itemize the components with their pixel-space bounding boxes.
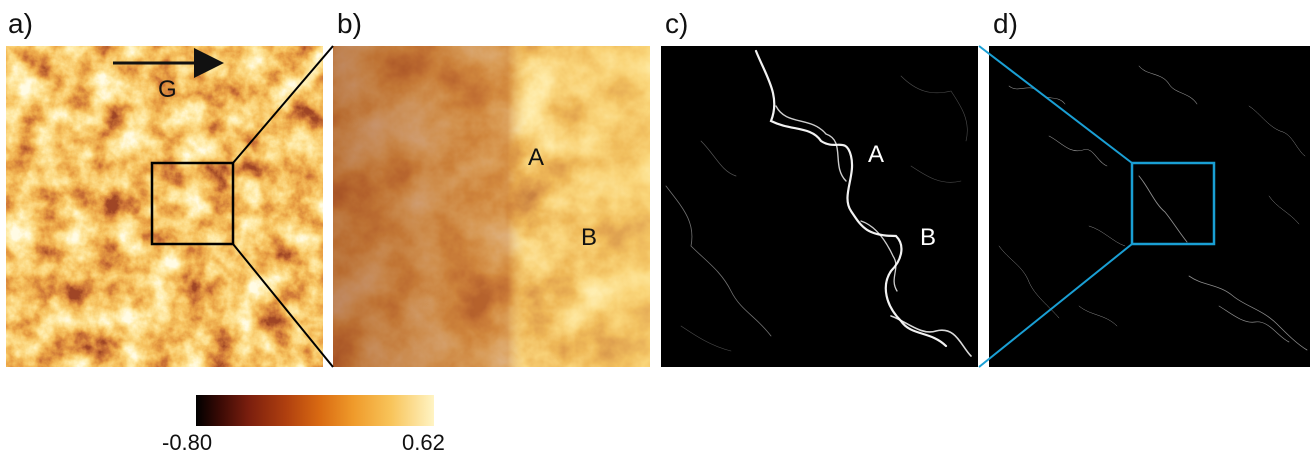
point-b-label-panel-b: B xyxy=(581,224,598,251)
panel-label-b: b) xyxy=(337,8,362,39)
panel-d-gradient-full-image xyxy=(989,46,1310,367)
panel-c-gradient-zoom-image xyxy=(661,46,978,367)
panel-label-d: d) xyxy=(993,8,1018,39)
gravity-label: G xyxy=(158,76,177,103)
panel-label-a: a) xyxy=(8,8,33,39)
panel-b-zoom-image xyxy=(333,46,650,367)
point-a-label-panel-b: A xyxy=(528,144,545,171)
colorbar xyxy=(196,395,434,426)
point-a-label-panel-c: A xyxy=(868,141,885,168)
point-b-label-panel-c: B xyxy=(920,224,937,251)
colorbar-max-label: 0.62 xyxy=(402,430,445,455)
colorbar-min-label: -0.80 xyxy=(162,430,213,455)
panel-label-c: c) xyxy=(665,8,689,39)
